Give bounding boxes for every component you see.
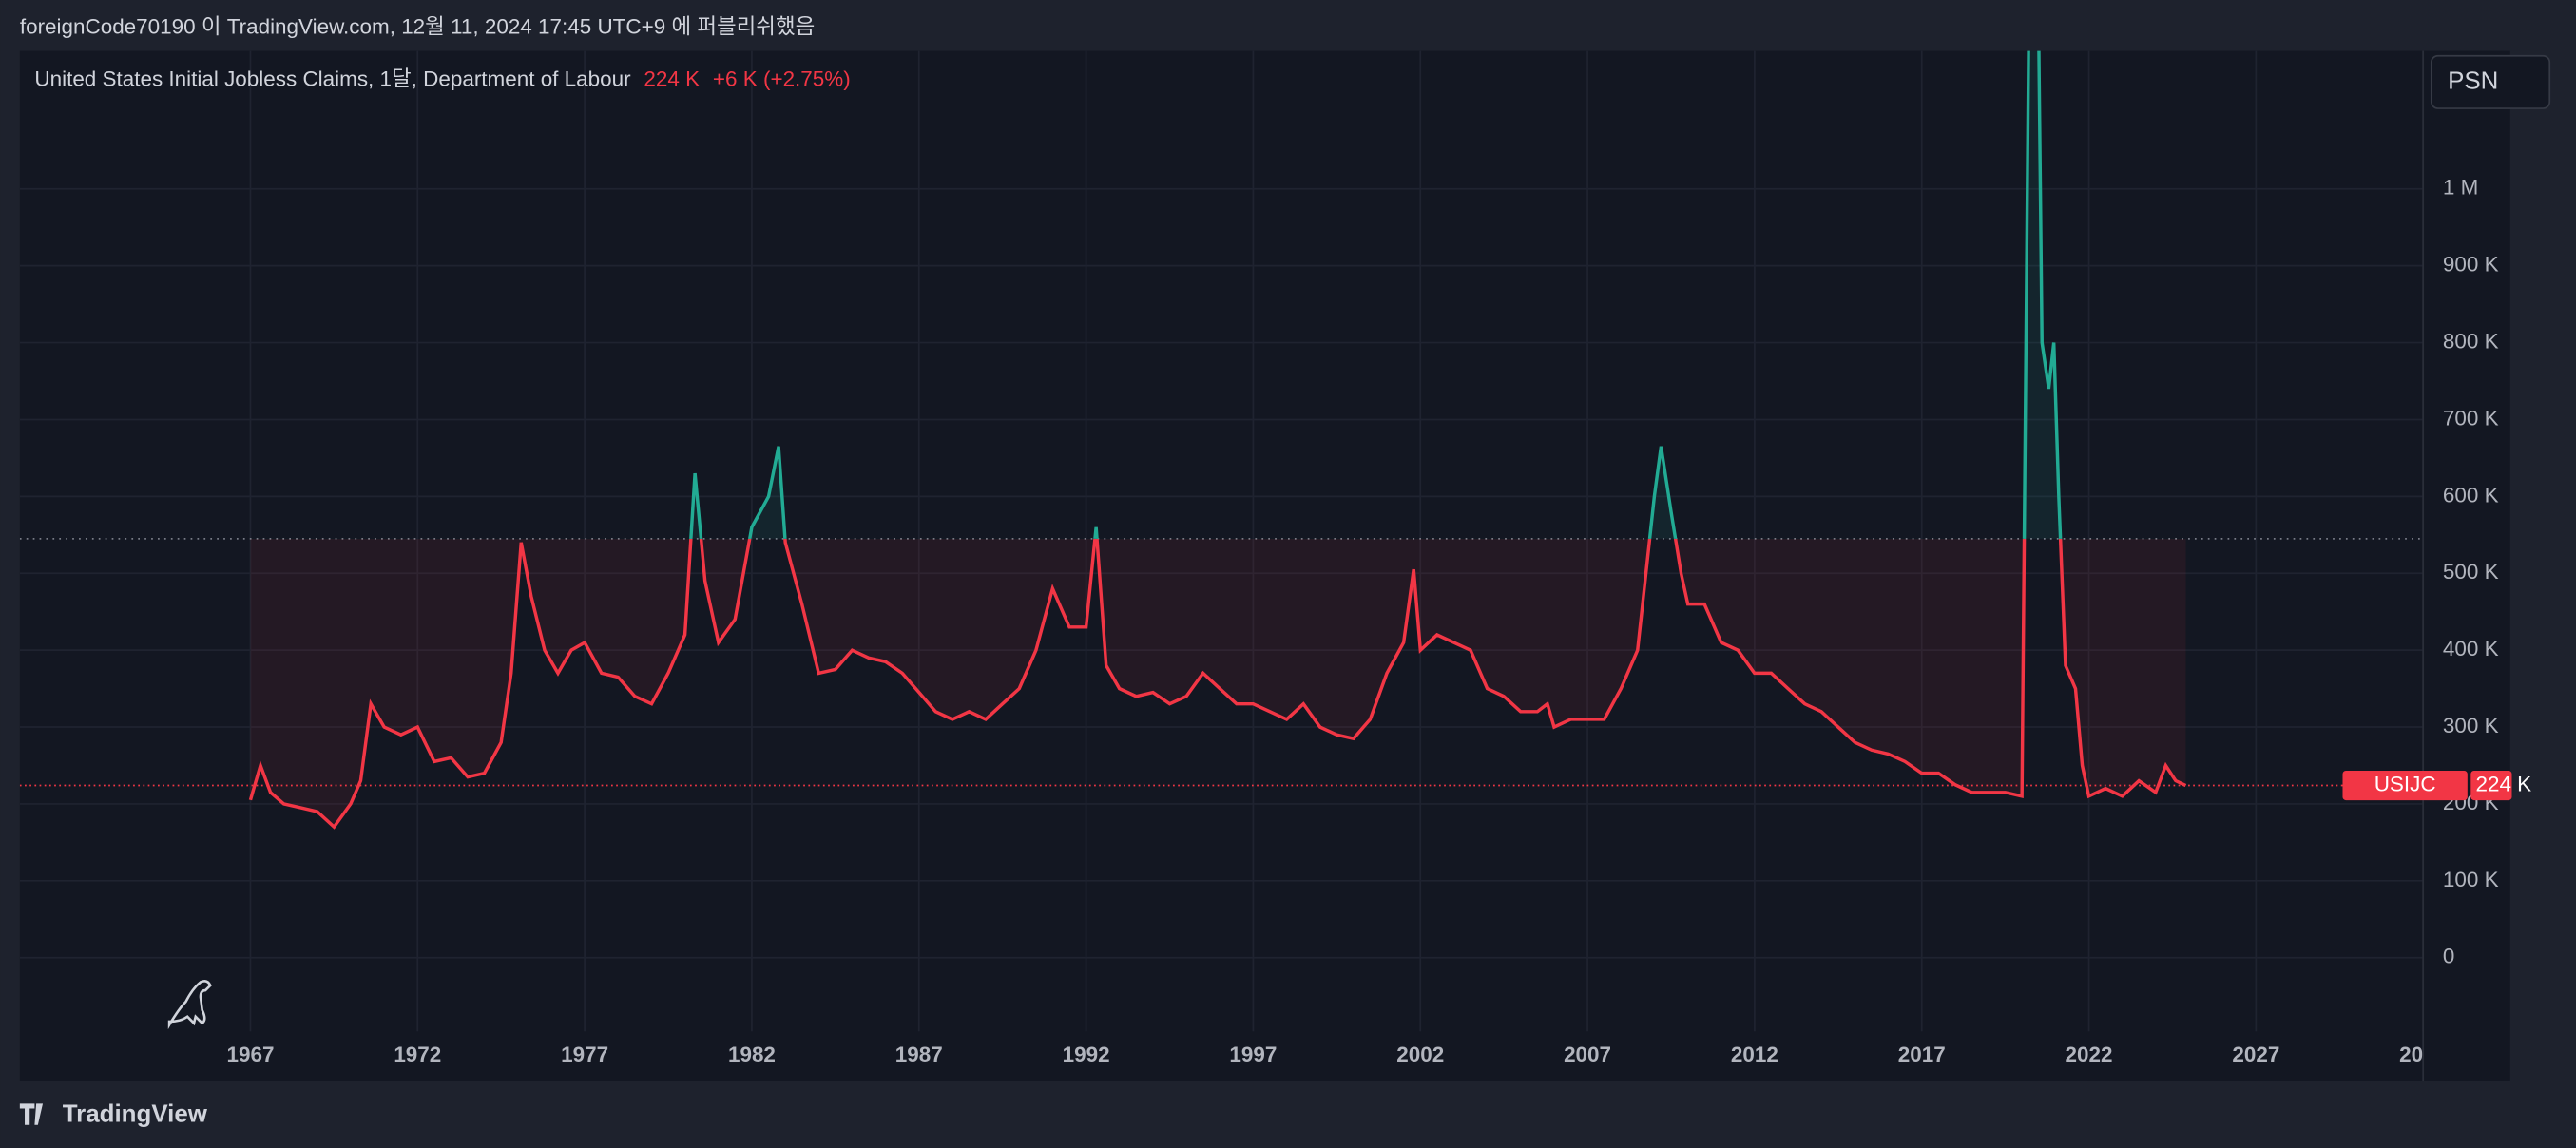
line-below [248, 538, 2187, 830]
x-tick-label: 2007 [1564, 1043, 1611, 1066]
legend-title: United States Initial Jobless Claims, 1달… [34, 67, 631, 91]
x-tick-label: 2002 [1396, 1043, 1444, 1066]
publisher: foreignCode70190 이 TradingView.com, 12월 … [20, 14, 815, 38]
pane [19, 50, 2510, 1081]
y-tick-label: 600 K [2443, 483, 2499, 507]
x-tick-label: 1967 [227, 1043, 275, 1066]
legend-change: +6 K (+2.75%) [713, 67, 851, 91]
footer-logo [19, 1103, 44, 1125]
x-tick-label: 2032 [2399, 1043, 2447, 1066]
y-tick-label: 300 K [2443, 714, 2499, 737]
symbol-tag-label: USIJC [2374, 772, 2436, 795]
price-tag [2470, 770, 2512, 801]
y-tick-label: 1 M [2443, 176, 2478, 200]
y-tick-label: 700 K [2443, 406, 2499, 430]
symbol-tag [2342, 770, 2468, 801]
x-tick-label: 2027 [2232, 1043, 2279, 1066]
x-tick-label: 1977 [561, 1043, 608, 1066]
x-tick-label: 1997 [1229, 1043, 1277, 1066]
y-tick-label: 100 K [2443, 868, 2499, 891]
y-tick-label: 900 K [2443, 253, 2499, 277]
y-tick-label: 500 K [2443, 560, 2499, 584]
x-tick-label: 2012 [1731, 1043, 1778, 1066]
x-tick-label: 1987 [895, 1043, 943, 1066]
x-tick-label: 1972 [394, 1043, 441, 1066]
x-tick-label: 2017 [1898, 1043, 1946, 1066]
price-tag-label: 224 K [2475, 772, 2531, 795]
x-tick-label: 1982 [728, 1043, 776, 1066]
psn-label[interactable]: PSN [2448, 67, 2498, 94]
y-tick-label: 0 [2443, 945, 2455, 968]
logo-mark [19, 1103, 44, 1125]
footer-brand: TradingView [63, 1100, 208, 1127]
y-tick-label: 400 K [2443, 637, 2499, 660]
psn-button[interactable] [2430, 54, 2551, 109]
y-tick-label: 800 K [2443, 330, 2499, 354]
legend-last: 224 K [644, 67, 700, 91]
x-tick-label: 2022 [2066, 1043, 2113, 1066]
x-tick-label: 1992 [1063, 1043, 1110, 1066]
dino-icon [167, 980, 212, 1030]
area-below [250, 538, 2186, 828]
